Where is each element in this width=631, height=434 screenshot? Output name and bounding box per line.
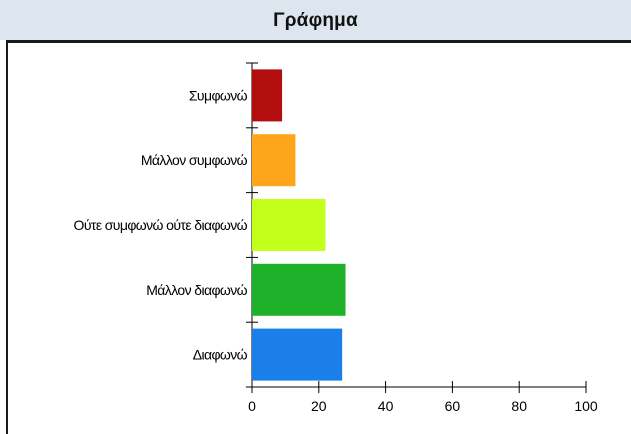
x-tick-label-3: 40 [378, 398, 394, 414]
title-bar: Γράφημα [0, 0, 631, 40]
x-tick-label-2: 20 [311, 398, 327, 414]
frame-border-top [6, 40, 631, 43]
category-label-3: Ούτε συμφωνώ ούτε διαφωνώ [74, 217, 248, 233]
bar-1 [252, 69, 283, 122]
frame-border-left [6, 40, 8, 434]
bar-3 [252, 199, 326, 251]
category-label-5: Διαφωνώ [193, 347, 248, 363]
category-label-1: Συμφωνώ [189, 87, 248, 103]
bar-4 [252, 263, 346, 316]
window-title: Γράφημα [273, 9, 358, 31]
category-label-4: Μάλλον διαφωνώ [146, 282, 247, 298]
x-tick-label-5: 80 [511, 398, 527, 414]
x-tick-label-1: 0 [248, 398, 256, 414]
category-label-2: Μάλλον συμφωνώ [141, 152, 248, 168]
bar-5 [252, 328, 343, 381]
x-tick-label-6: 100 [574, 398, 598, 414]
x-tick-label-4: 60 [445, 398, 461, 414]
bar-2 [252, 134, 296, 187]
